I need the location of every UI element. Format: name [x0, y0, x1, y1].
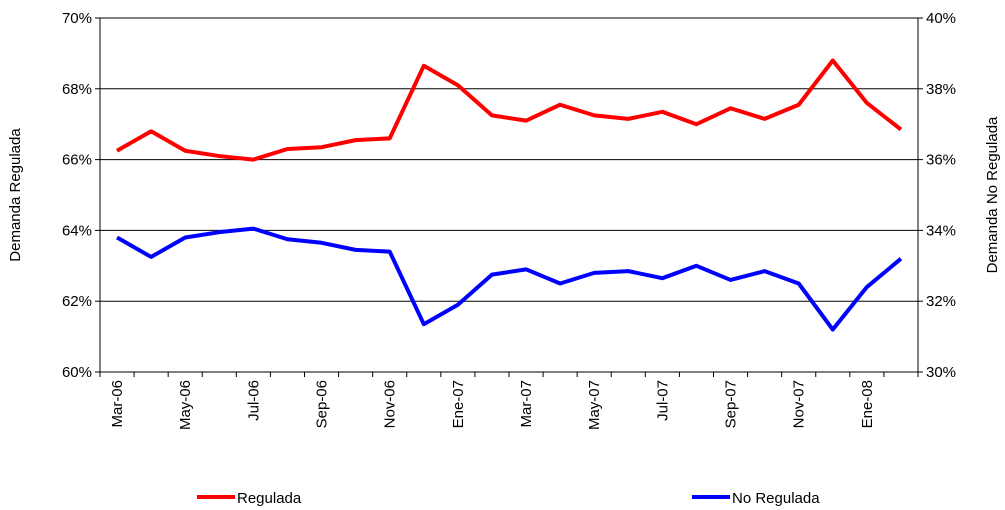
x-tick-label: Mar-06: [109, 380, 126, 428]
y-tick-label: 60%: [62, 364, 92, 381]
x-tick-label: Ene-08: [859, 380, 876, 428]
x-tick-label: Jul-07: [654, 380, 671, 421]
y-axis-label: Demanda Regulada: [7, 128, 24, 262]
y-tick-label: 68%: [62, 81, 92, 98]
y-tick-label: 62%: [62, 293, 92, 310]
y2-tick-label: 30%: [926, 364, 956, 381]
y2-tick-label: 40%: [926, 10, 956, 27]
y2-tick-label: 36%: [926, 152, 956, 169]
x-tick-label: Sep-07: [723, 380, 740, 428]
x-tick-label: Sep-06: [314, 380, 331, 428]
x-tick-label: Mar-07: [518, 380, 535, 428]
x-tick-label: Jul-06: [245, 380, 262, 421]
series-line: [116, 58, 903, 162]
series-line: [116, 226, 903, 332]
y-tick-label: 66%: [62, 152, 92, 169]
x-tick-label: May-07: [586, 380, 603, 430]
x-tick-label: May-06: [177, 380, 194, 430]
legend-label: No Regulada: [732, 490, 820, 507]
legend-label: Regulada: [237, 490, 302, 507]
y2-axis-label: Demanda No Regulada: [984, 116, 1001, 273]
x-tick-label: Ene-07: [450, 380, 467, 428]
x-tick-label: Nov-07: [791, 380, 808, 428]
y-tick-label: 64%: [62, 222, 92, 239]
x-tick-label: Nov-06: [382, 380, 399, 428]
plot-area: [99, 17, 919, 373]
y2-tick-label: 38%: [926, 81, 956, 98]
y-tick-label: 70%: [62, 10, 92, 27]
y2-tick-label: 32%: [926, 293, 956, 310]
y2-tick-label: 34%: [926, 222, 956, 239]
